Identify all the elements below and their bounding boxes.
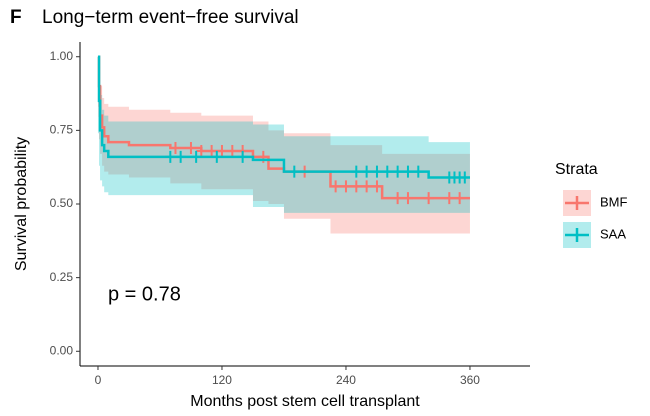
x-tick-label: 120 (212, 373, 232, 387)
x-tick-label: 0 (95, 373, 102, 387)
censor-mark (211, 150, 222, 163)
chart-title: Long−term event−free survival (42, 7, 299, 28)
y-tick-label: 1.00 (50, 49, 74, 63)
survival-curve (97, 55, 470, 179)
y-tick-label: 0.25 (50, 270, 74, 284)
x-tick-label: 240 (336, 373, 356, 387)
censor-mark (371, 165, 382, 178)
censor-mark (459, 171, 470, 184)
legend-label: SAA (600, 226, 626, 241)
censor-mark (185, 142, 196, 155)
legend-label: BMF (600, 194, 628, 209)
censor-mark (227, 144, 238, 157)
censor-mark (289, 165, 300, 178)
censor-mark (402, 165, 413, 178)
censor-mark (196, 144, 207, 157)
censor-mark (371, 180, 382, 193)
censor-mark (191, 150, 202, 163)
legend-key-line (565, 228, 589, 242)
panel-label: F (10, 7, 22, 28)
censor-mark (392, 192, 403, 205)
y-tick-label: 0.00 (50, 343, 74, 357)
censor-mark (237, 150, 248, 163)
annotation: p = 0.78 (108, 283, 181, 305)
censor-mark (402, 192, 413, 205)
censor-mark (382, 165, 393, 178)
confidence-band (97, 56, 470, 213)
censor-mark (423, 192, 434, 205)
censor-mark (351, 165, 362, 178)
censor-mark (361, 180, 372, 193)
y-axis-label: Survival probability (13, 137, 30, 271)
censor-mark (340, 180, 351, 193)
legend-key-line (565, 196, 589, 210)
censor-mark (413, 165, 424, 178)
x-axis-label: Months post stem cell transplant (190, 393, 420, 410)
censor-mark (330, 180, 341, 193)
y-tick-label: 0.50 (50, 196, 74, 210)
x-tick-label: 360 (460, 373, 480, 387)
censor-mark (206, 144, 217, 157)
censor-mark (392, 165, 403, 178)
censor-mark (351, 180, 362, 193)
censor-mark (216, 144, 227, 157)
censor-mark (165, 150, 176, 163)
y-tick-label: 0.75 (50, 123, 74, 137)
censor-mark (444, 192, 455, 205)
censor-mark (361, 165, 372, 178)
censor-mark (170, 142, 181, 155)
censor-mark (454, 192, 465, 205)
censor-mark (175, 150, 186, 163)
legend-title: Strata (555, 161, 598, 178)
